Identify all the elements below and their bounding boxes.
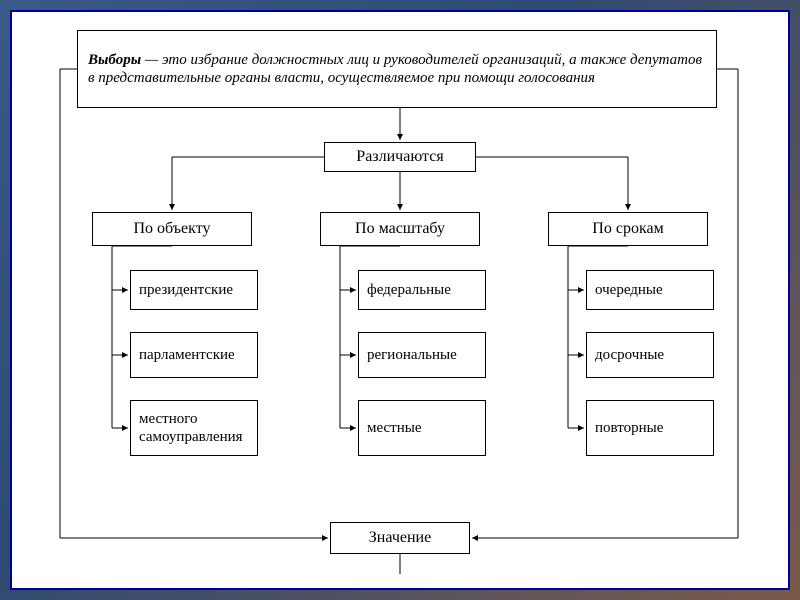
differ-box: Различаются (324, 142, 476, 172)
item-text: президент­ские (139, 281, 233, 299)
item-text: повтор­ные (595, 419, 663, 437)
item-box: федеральные (358, 270, 486, 310)
category-title: По срокам (592, 219, 663, 238)
item-text: досроч­ные (595, 346, 664, 364)
definition-text: Выборы — это избрание должностных лиц и … (88, 51, 706, 87)
category-title: По объекту (133, 219, 210, 238)
item-box: досроч­ные (586, 332, 714, 378)
item-text: региональ­ные (367, 346, 457, 364)
item-text: федеральные (367, 281, 451, 299)
item-box: очеред­ные (586, 270, 714, 310)
category-box-0: По объекту (92, 212, 252, 246)
category-title: По масштабу (355, 219, 445, 238)
item-text: местные (367, 419, 422, 437)
item-box: местного самоуп­равления (130, 400, 258, 456)
item-text: парламент­ские (139, 346, 235, 364)
item-box: региональ­ные (358, 332, 486, 378)
item-text: местного самоуп­равления (139, 410, 251, 446)
category-box-2: По срокам (548, 212, 708, 246)
item-box: президент­ские (130, 270, 258, 310)
item-text: очеред­ные (595, 281, 663, 299)
diagram-canvas: Выборы — это избрание должностных лиц и … (12, 12, 788, 588)
differ-label: Различаются (356, 147, 443, 166)
bottom-box: Значение (330, 522, 470, 554)
item-box: повтор­ные (586, 400, 714, 456)
definition-box: Выборы — это избрание должностных лиц и … (77, 30, 717, 108)
item-box: парламент­ские (130, 332, 258, 378)
category-box-1: По масштабу (320, 212, 480, 246)
slide-frame: Выборы — это избрание должностных лиц и … (10, 10, 790, 590)
item-box: местные (358, 400, 486, 456)
bottom-label: Значение (369, 528, 431, 547)
